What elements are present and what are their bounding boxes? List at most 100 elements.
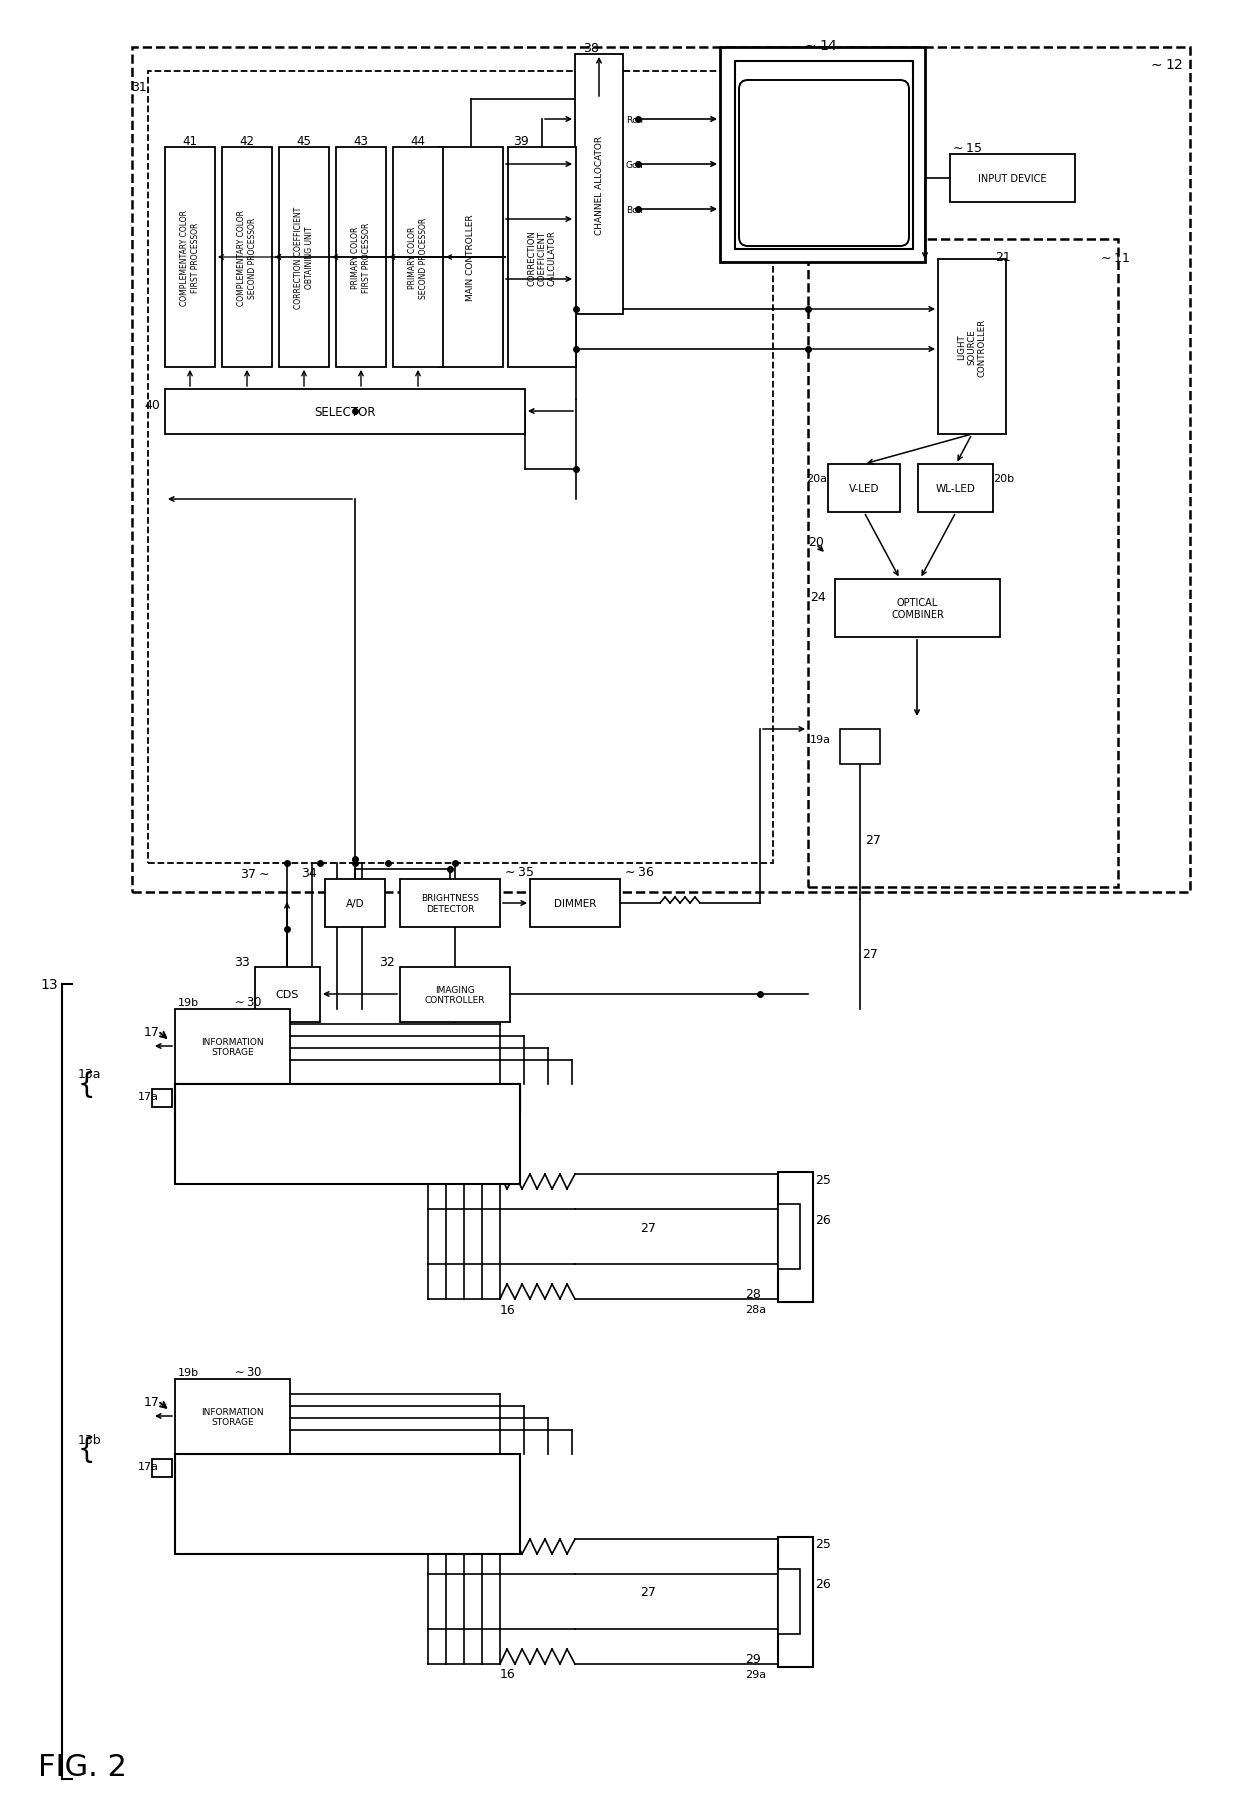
Text: BRIGHTNESS
DETECTOR: BRIGHTNESS DETECTOR: [422, 894, 479, 913]
Text: {: {: [78, 1435, 95, 1464]
Bar: [401, 967, 510, 1023]
Text: Rch: Rch: [626, 115, 644, 124]
Text: $\sim$12: $\sim$12: [1148, 58, 1183, 72]
Text: 16: 16: [500, 1304, 516, 1316]
Bar: [950, 155, 1075, 203]
Text: 17: 17: [144, 1395, 160, 1408]
Text: 43: 43: [353, 135, 368, 147]
Text: 13a: 13a: [78, 1068, 102, 1081]
Text: 24: 24: [810, 590, 826, 602]
Text: 32: 32: [379, 957, 396, 969]
Bar: [175, 1084, 520, 1115]
Text: FIG. 2: FIG. 2: [38, 1753, 126, 1782]
Text: 13: 13: [41, 978, 58, 991]
Text: V-LED: V-LED: [848, 484, 879, 494]
FancyBboxPatch shape: [739, 81, 909, 246]
Text: PRIMARY COLOR
SECOND PROCESSOR: PRIMARY COLOR SECOND PROCESSOR: [408, 218, 428, 298]
Text: 28: 28: [745, 1287, 761, 1300]
Bar: [175, 1455, 520, 1553]
Text: 40: 40: [144, 399, 160, 412]
Text: 28a: 28a: [745, 1304, 766, 1314]
Bar: [131, 49, 1190, 892]
Text: $\sim$14: $\sim$14: [802, 40, 838, 52]
Bar: [777, 1570, 800, 1634]
Text: $\sim$30: $\sim$30: [232, 996, 263, 1009]
Bar: [279, 147, 329, 369]
Bar: [325, 879, 384, 928]
Text: 17a: 17a: [138, 1462, 159, 1471]
Text: 27: 27: [640, 1586, 656, 1598]
Text: 21: 21: [994, 250, 1011, 263]
Text: WL-LED: WL-LED: [935, 484, 976, 494]
Bar: [175, 1009, 290, 1084]
Text: COMPLEMENTARY COLOR
SECOND PROCESSOR: COMPLEMENTARY COLOR SECOND PROCESSOR: [237, 210, 257, 306]
Text: 44: 44: [410, 135, 425, 147]
Bar: [828, 464, 900, 512]
Text: 25: 25: [815, 1537, 831, 1550]
Bar: [575, 56, 622, 315]
Text: 19b: 19b: [179, 1366, 200, 1377]
Text: LIGHT
SOURCE
CONTROLLER: LIGHT SOURCE CONTROLLER: [957, 318, 987, 376]
Bar: [438, 147, 503, 369]
Text: 27: 27: [866, 832, 880, 847]
Text: 19b: 19b: [179, 998, 200, 1007]
Text: 31: 31: [131, 81, 148, 93]
Text: INFORMATION
STORAGE: INFORMATION STORAGE: [201, 1408, 264, 1426]
Bar: [153, 1090, 172, 1108]
Bar: [255, 967, 320, 1023]
Text: $\sim$36: $\sim$36: [622, 865, 655, 877]
Text: 41: 41: [182, 135, 197, 147]
Text: OPTICAL
COMBINER: OPTICAL COMBINER: [892, 599, 944, 620]
Text: PRIMARY COLOR
FIRST PROCESSOR: PRIMARY COLOR FIRST PROCESSOR: [351, 223, 371, 293]
Text: $\sim$30: $\sim$30: [232, 1366, 263, 1379]
Bar: [175, 1379, 290, 1455]
Text: 19a: 19a: [810, 735, 831, 744]
Bar: [336, 147, 386, 369]
Bar: [153, 1460, 172, 1478]
Text: 34: 34: [301, 867, 317, 879]
Text: INFORMATION
STORAGE: INFORMATION STORAGE: [201, 1037, 264, 1057]
Bar: [777, 1205, 800, 1269]
Text: INPUT DEVICE: INPUT DEVICE: [978, 174, 1047, 183]
Bar: [401, 879, 500, 928]
Text: 26: 26: [815, 1214, 831, 1226]
Text: 20: 20: [808, 536, 823, 548]
Text: $\sim$15: $\sim$15: [950, 142, 982, 155]
Bar: [529, 879, 620, 928]
Text: 38: 38: [583, 41, 599, 54]
Text: A/D: A/D: [346, 899, 365, 908]
Bar: [508, 147, 577, 369]
Text: 37$\sim$: 37$\sim$: [241, 867, 269, 879]
Text: 17a: 17a: [138, 1091, 159, 1102]
Text: CDS: CDS: [275, 991, 299, 1000]
Text: 27: 27: [862, 948, 878, 960]
Text: 16: 16: [500, 1667, 516, 1681]
Bar: [808, 239, 1118, 888]
Text: CORRECTION COEFFICIENT
OBTAINING UNIT: CORRECTION COEFFICIENT OBTAINING UNIT: [294, 207, 314, 309]
Bar: [777, 1537, 813, 1667]
Bar: [222, 147, 272, 369]
Bar: [835, 579, 999, 638]
Text: 45: 45: [296, 135, 311, 147]
Bar: [735, 61, 913, 250]
Text: 20b: 20b: [993, 473, 1014, 484]
Bar: [777, 1172, 813, 1302]
Bar: [918, 464, 993, 512]
Text: CHANNEL ALLOCATOR: CHANNEL ALLOCATOR: [594, 135, 604, 234]
Text: DIMMER: DIMMER: [554, 899, 596, 908]
Text: 42: 42: [239, 135, 254, 147]
Text: COMPLEMENTARY COLOR
FIRST PROCESSOR: COMPLEMENTARY COLOR FIRST PROCESSOR: [180, 210, 200, 306]
Text: Bch: Bch: [626, 205, 642, 214]
Text: 13b: 13b: [78, 1433, 102, 1446]
Bar: [148, 72, 773, 863]
Text: 39: 39: [513, 135, 528, 147]
Bar: [720, 49, 925, 263]
Text: 29: 29: [745, 1652, 761, 1665]
Text: MAIN CONTROLLER: MAIN CONTROLLER: [466, 214, 475, 300]
Text: 29a: 29a: [745, 1669, 766, 1679]
Text: 17: 17: [144, 1025, 160, 1037]
Bar: [839, 730, 880, 764]
Bar: [393, 147, 443, 369]
Text: 26: 26: [815, 1577, 831, 1591]
Text: 27: 27: [640, 1221, 656, 1233]
